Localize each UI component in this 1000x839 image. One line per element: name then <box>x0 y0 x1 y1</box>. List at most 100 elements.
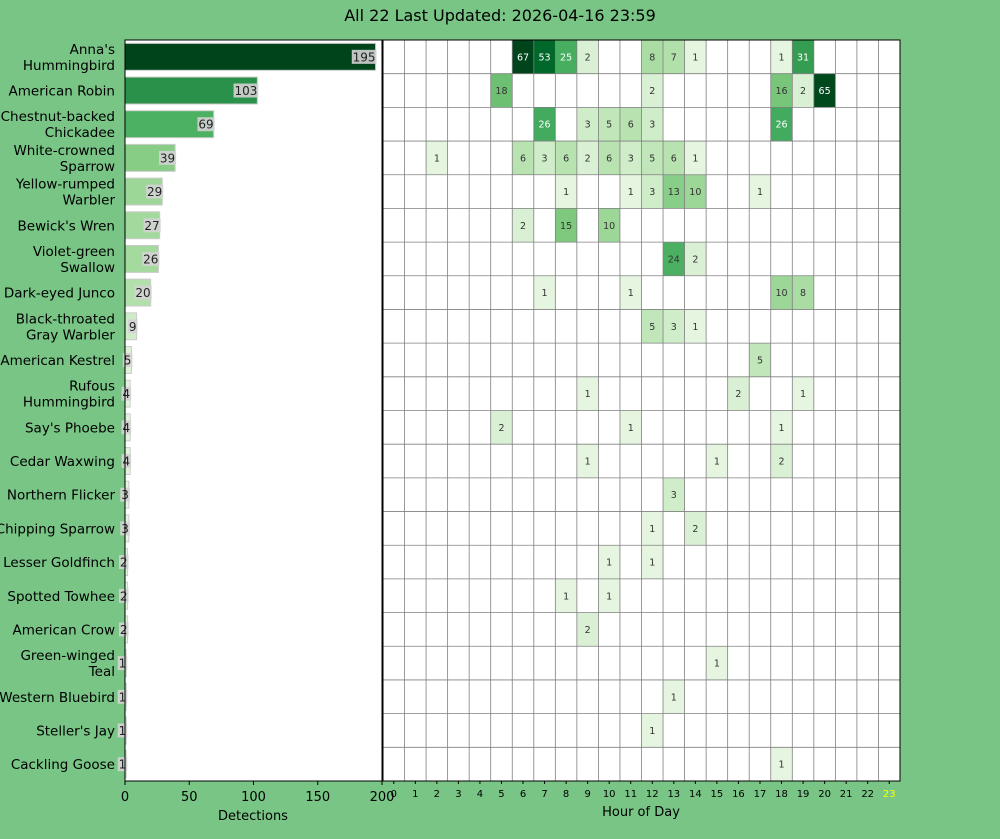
heatmap-cell-value: 5 <box>606 120 612 131</box>
species-label-line: Western Bluebird <box>0 690 115 706</box>
heatmap-cell <box>576 444 599 478</box>
heatmap-cell <box>555 174 577 209</box>
heatmap-cell-value: 1 <box>585 457 591 468</box>
heatmap-cell <box>663 242 685 276</box>
bar-value-label-box <box>143 218 161 233</box>
bar-value-label: 1 <box>119 724 127 738</box>
heatmap-cell-value: 2 <box>692 254 698 265</box>
bar-x-tick-label: 200 <box>370 790 395 805</box>
species-label: American Kestrel <box>0 353 115 369</box>
species-label: American Crow <box>12 622 115 638</box>
heatmap-cell-value: 2 <box>735 389 741 400</box>
species-label: Western Bluebird <box>0 690 115 706</box>
species-label-line: Teal <box>88 664 115 680</box>
heatmap-cell <box>792 376 814 411</box>
heatmap-cell-value: 25 <box>560 52 572 63</box>
heatmap-cell-value: 1 <box>628 288 634 299</box>
heatmap-cell <box>792 73 814 108</box>
bar-value-label: 29 <box>147 185 162 199</box>
heatmap-cell <box>749 343 771 377</box>
heatmap-cell-value: 8 <box>649 52 655 63</box>
species-label-line: Gray Warbler <box>26 327 115 343</box>
heatmap-cell-value: 1 <box>778 52 784 63</box>
heatmap-cell <box>641 141 664 175</box>
heatmap-cell-value: 2 <box>800 86 806 97</box>
bar-value-label-box <box>146 184 164 199</box>
heatmap-x-axis-label: Hour of Day <box>602 805 680 820</box>
heatmap-cell-value: 1 <box>434 153 440 164</box>
heatmap-cell-value: 24 <box>668 254 680 265</box>
hour-tick-label: 10 <box>603 789 616 800</box>
heatmap-cell <box>555 208 577 243</box>
heatmap-cell-value: 6 <box>628 120 634 131</box>
heatmap-cell <box>663 477 685 512</box>
heatmap-cell-value: 53 <box>539 52 551 63</box>
hour-tick-label: 15 <box>711 789 724 800</box>
heatmap-cell-value: 65 <box>819 86 831 97</box>
heatmap-cell-value: 26 <box>775 120 787 131</box>
heatmap-cell-value: 1 <box>714 659 720 670</box>
species-label-line: Violet-green <box>33 244 115 260</box>
heatmap-cell <box>684 174 707 209</box>
bar-value-label: 20 <box>135 286 150 300</box>
heatmap-cell <box>770 40 793 74</box>
bar-value-label: 195 <box>353 50 376 64</box>
bar-value-label: 2 <box>120 556 128 570</box>
heatmap-cell-value: 6 <box>563 153 569 164</box>
species-label-line: American Kestrel <box>0 353 115 369</box>
heatmap-cell <box>641 40 664 74</box>
heatmap-cell <box>533 141 556 175</box>
species-label: Cedar Waxwing <box>10 454 115 470</box>
heatmap-cell-value: 2 <box>498 423 504 434</box>
hour-tick-label: 6 <box>520 789 526 800</box>
species-label: Northern Flicker <box>7 488 116 504</box>
heatmap-cell-value: 1 <box>542 288 548 299</box>
species-label: Bewick's Wren <box>18 218 116 234</box>
heatmap-cell-value: 1 <box>778 423 784 434</box>
heatmap-cell <box>663 309 685 344</box>
bar-x-tick-label: 100 <box>241 790 266 805</box>
heatmap-cell <box>576 107 599 142</box>
heatmap-cell <box>684 40 707 74</box>
heatmap-cell <box>641 73 664 108</box>
heatmap-cell <box>792 40 814 74</box>
heatmap-cell-value: 1 <box>563 591 569 602</box>
heatmap-cell <box>641 713 664 748</box>
heatmap-cell-value: 2 <box>585 625 591 636</box>
heatmap-cell <box>619 410 642 445</box>
species-label: Lesser Goldfinch <box>3 555 115 571</box>
hour-tick-label: 8 <box>563 789 569 800</box>
species-label-line: American Robin <box>9 84 115 100</box>
hour-tick-label: 3 <box>455 789 461 800</box>
bar-value-label-box <box>118 588 129 603</box>
bar-value-label: 4 <box>122 455 130 469</box>
species-label: Green-winged Teal <box>20 648 115 680</box>
heatmap-cell <box>619 141 642 175</box>
species-label: Violet-green Swallow <box>33 244 115 276</box>
bar-value-label: 26 <box>143 252 158 266</box>
species-label-line: Chestnut-backed <box>1 109 115 125</box>
heatmap-cell <box>576 376 599 411</box>
species-label: Rufous Hummingbird <box>23 379 115 411</box>
heatmap-cell-value: 3 <box>585 120 591 131</box>
heatmap-frame <box>382 39 901 782</box>
heatmap-cell-value: 10 <box>775 288 787 299</box>
bar-x-tick-label: 50 <box>181 790 198 805</box>
heatmap-cell-value: 1 <box>671 692 677 703</box>
species-label-line: Cackling Goose <box>11 757 115 773</box>
heatmap-cell-value: 3 <box>671 322 677 333</box>
species-label-line: Green-winged <box>20 648 115 664</box>
species-label-line: Hummingbird <box>23 395 115 411</box>
heatmap-cell <box>619 174 642 209</box>
bar-value-label-box <box>117 656 128 671</box>
bar-x-tick-label: 0 <box>121 790 129 805</box>
heatmap-cell <box>555 141 577 175</box>
heatmap-cell <box>619 275 642 310</box>
heatmap-cell <box>641 545 664 579</box>
species-label-line: Sparrow <box>60 159 115 175</box>
heatmap-cell-value: 1 <box>649 726 655 737</box>
hour-tick-label: 5 <box>498 789 504 800</box>
hour-tick-label: 2 <box>434 789 440 800</box>
heatmap-cell <box>512 40 534 74</box>
